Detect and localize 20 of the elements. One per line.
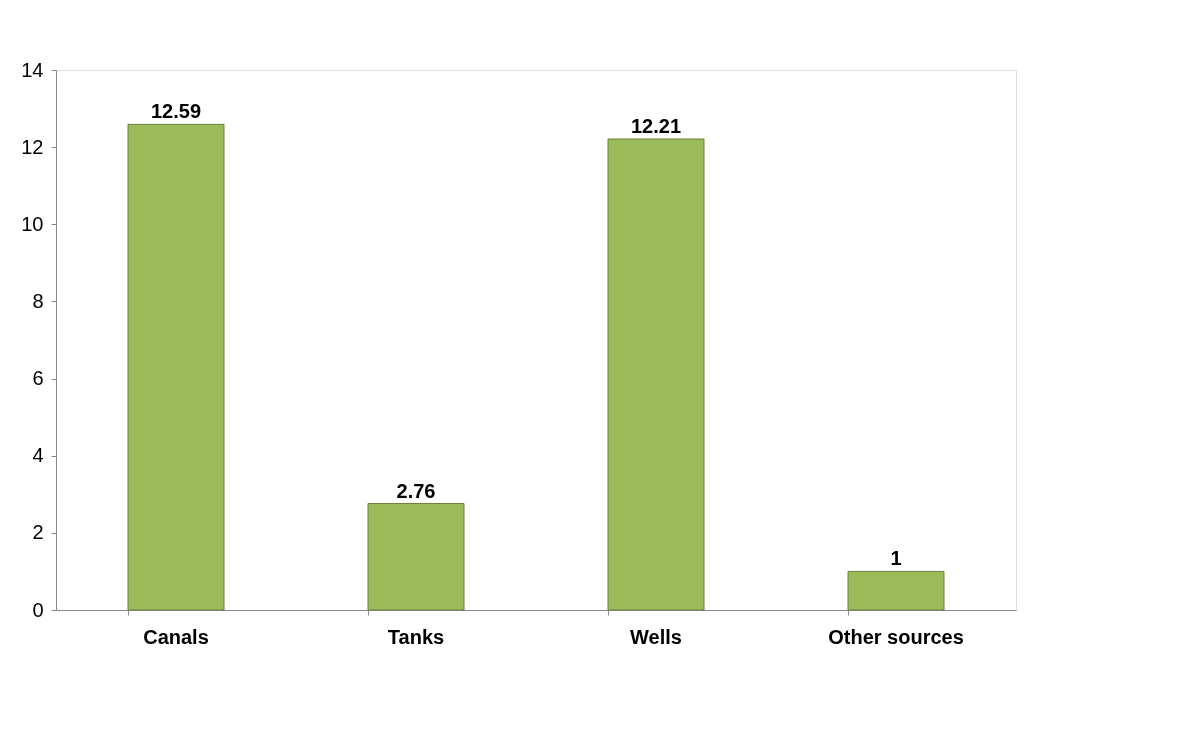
data-label: 1 <box>890 547 902 570</box>
y-tick-label: 2 <box>32 521 44 544</box>
bar <box>367 503 465 611</box>
y-tick-label: 4 <box>32 444 44 467</box>
y-tick-label: 12 <box>21 135 44 158</box>
y-tick-label: 0 <box>32 598 44 621</box>
bar <box>847 570 945 611</box>
x-tick-label: Tanks <box>387 625 445 648</box>
x-tick-label: Other sources <box>828 625 964 648</box>
data-label: 12.59 <box>150 100 202 123</box>
y-tick-label: 14 <box>21 58 44 81</box>
data-label: 12.21 <box>630 115 682 138</box>
y-tick-label: 8 <box>32 289 44 312</box>
y-tick-label: 10 <box>21 212 44 235</box>
bar <box>607 138 705 611</box>
x-tick-label: Wells <box>630 625 682 648</box>
data-label: 2.76 <box>396 479 436 502</box>
x-tick-label: Canals <box>143 625 209 648</box>
y-tick-label: 6 <box>32 367 44 390</box>
bar <box>127 123 225 611</box>
